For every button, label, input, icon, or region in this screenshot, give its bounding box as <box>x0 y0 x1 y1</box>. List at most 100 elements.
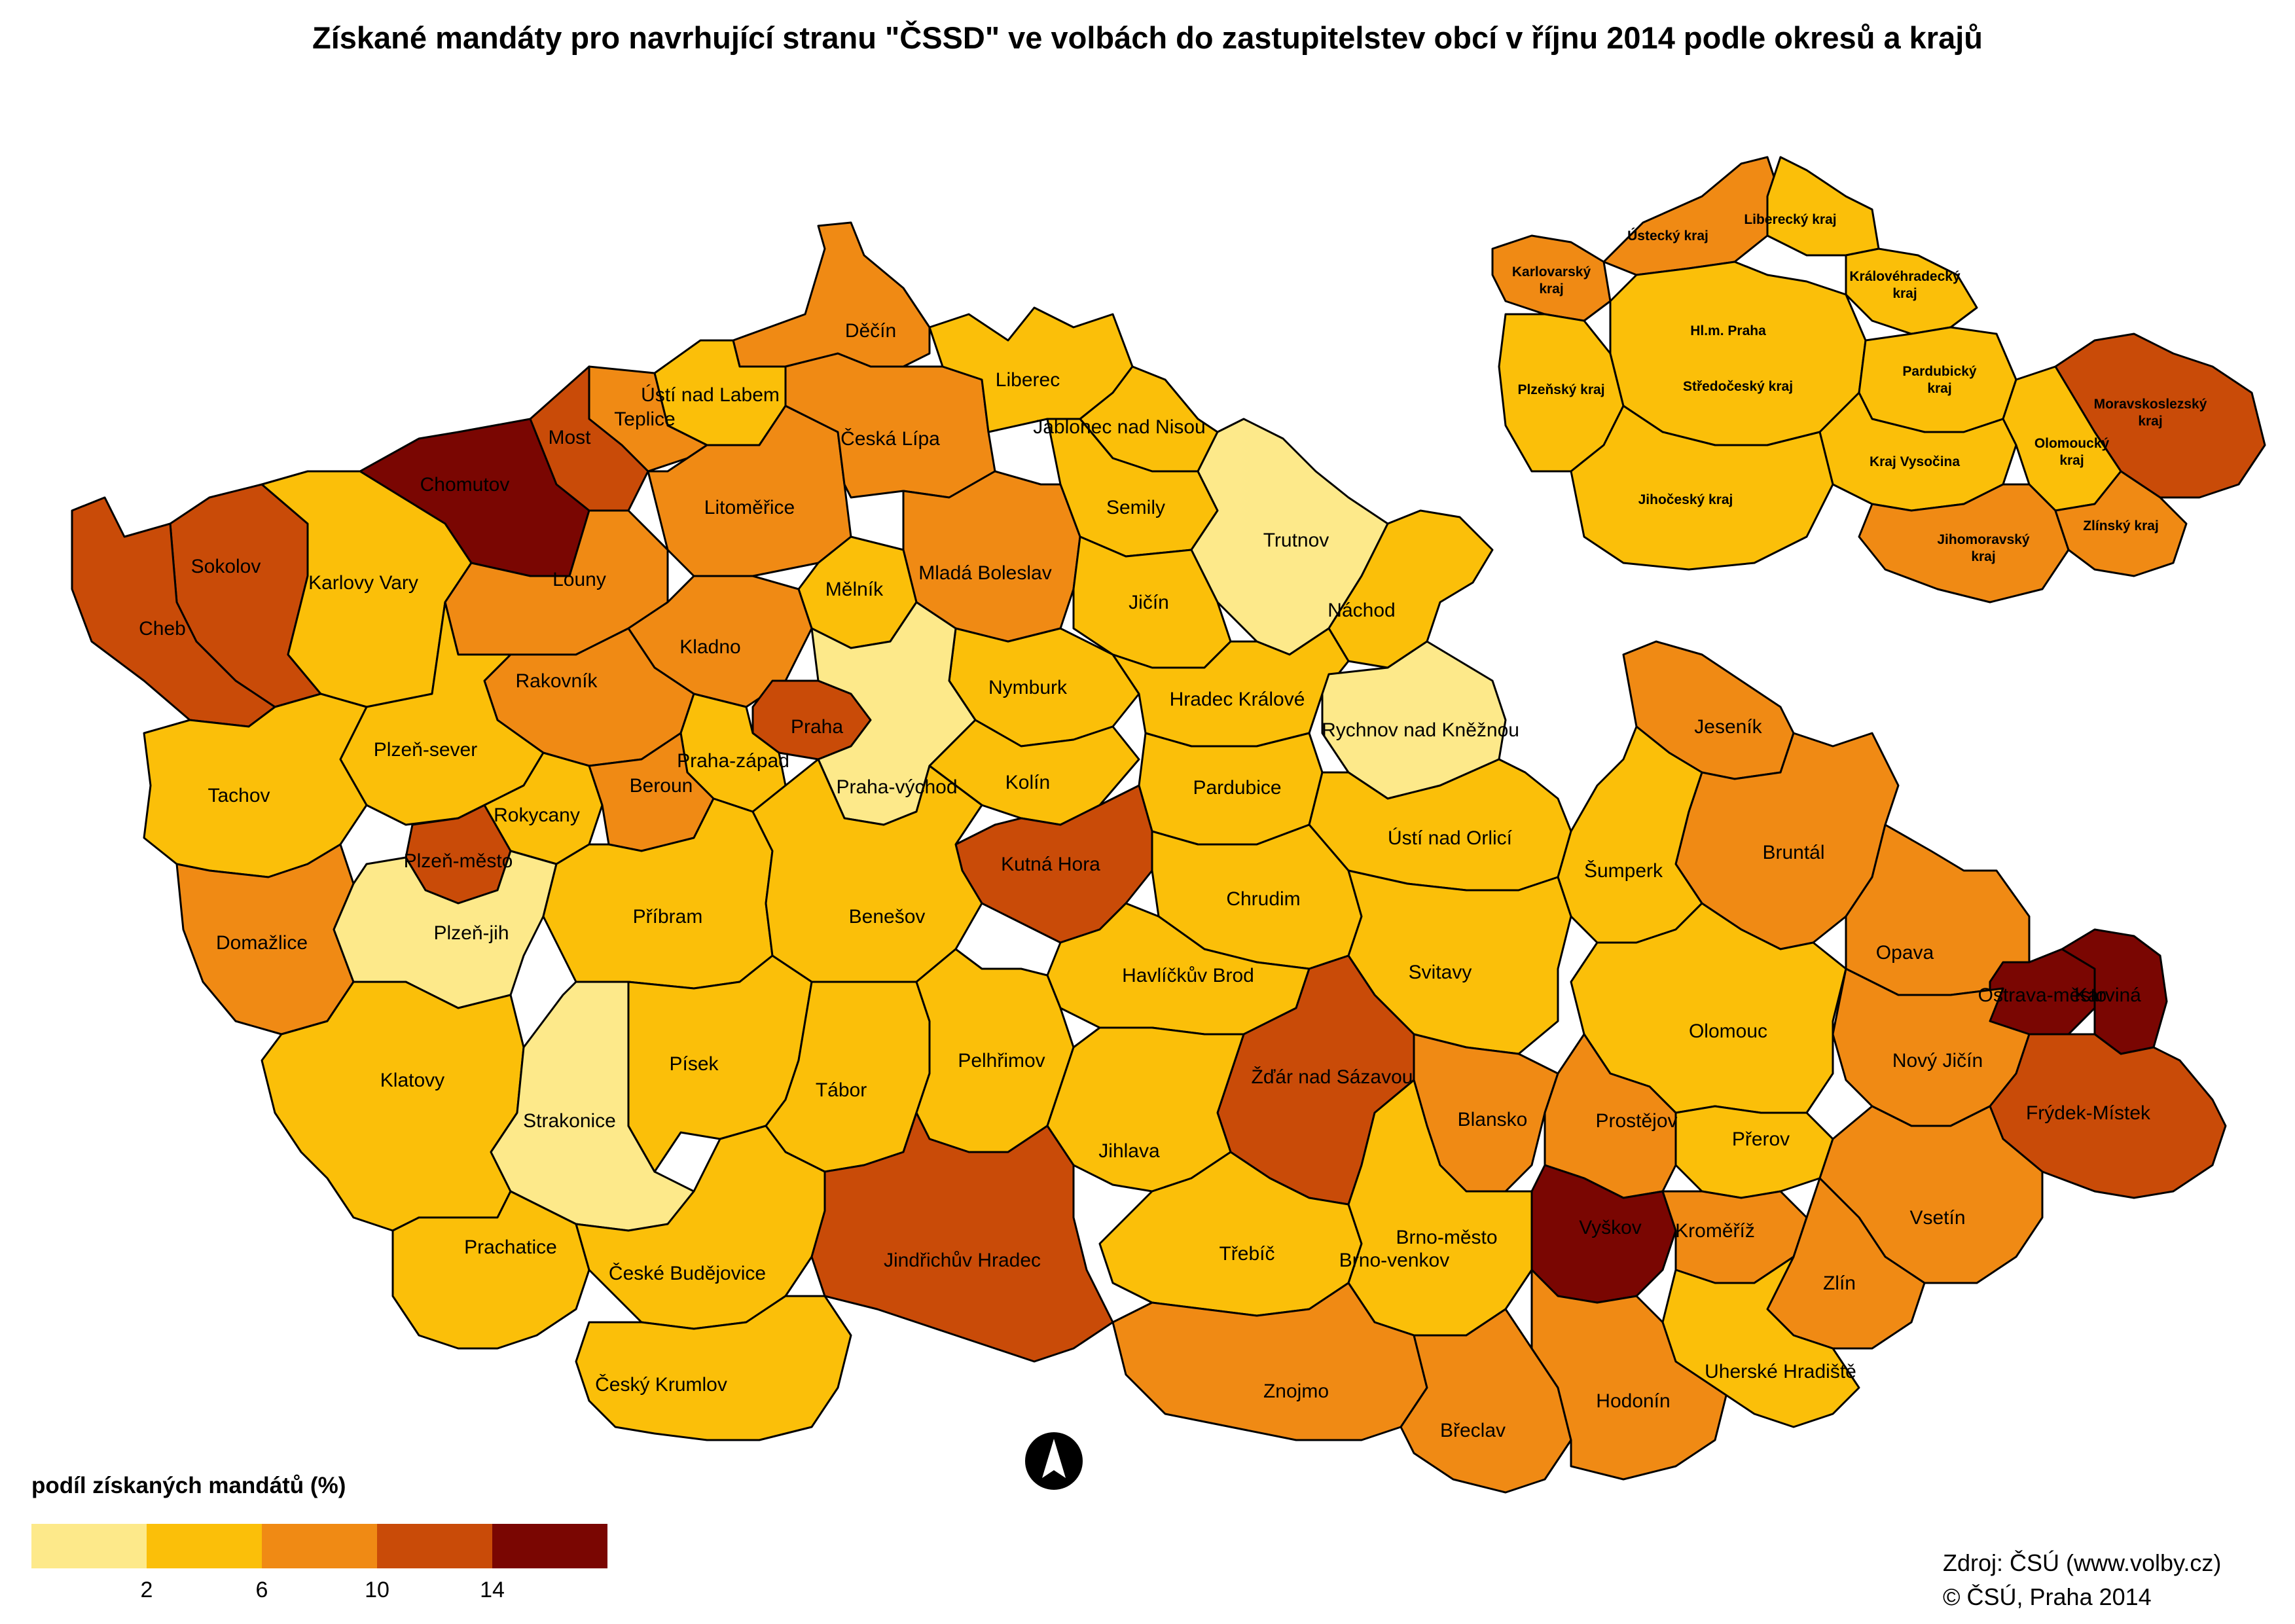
district-label: Karlovy Vary <box>308 572 418 594</box>
district-label: Prostějov <box>1595 1110 1677 1132</box>
district-label: Sokolov <box>191 556 261 577</box>
districts-layer <box>71 221 2227 1494</box>
region-karlovarsky-kraj <box>1491 234 1612 322</box>
district-label: Beroun <box>630 775 693 797</box>
district-label: Svitavy <box>1409 962 1472 983</box>
district-breclav <box>1400 1308 1572 1494</box>
district-label: Nový Jičín <box>1892 1050 1983 1072</box>
district-label: Ostrava-město <box>1978 984 2107 1006</box>
region-label: Karlovarský kraj <box>1512 264 1591 297</box>
district-prerov <box>1674 1105 1834 1199</box>
region-label: Kraj Vysočina <box>1870 454 1960 469</box>
district-label: Kolín <box>1005 772 1050 793</box>
region-label: Královéhradecký kraj <box>1849 269 1961 301</box>
district-label: Pardubice <box>1193 777 1281 799</box>
district-label: Chomutov <box>420 474 510 496</box>
region-label: Olomoucký kraj <box>2034 436 2110 468</box>
district-label: Mělník <box>825 579 884 600</box>
district-label: Plzeň-jih <box>433 922 509 944</box>
district-label: Brno-venkov <box>1339 1250 1449 1271</box>
district-label: Ústí nad Labem <box>641 384 780 406</box>
district-label: Trutnov <box>1263 530 1329 551</box>
district-label: Hradec Králové <box>1170 689 1305 710</box>
district-label: Děčín <box>845 320 896 342</box>
region-kralovehradecky-kraj <box>1845 247 1978 335</box>
legend-class-4 <box>377 1524 492 1568</box>
region-label: Ústecký kraj <box>1627 228 1708 244</box>
legend-class-3 <box>262 1524 377 1568</box>
district-label: Česká Lípa <box>840 427 940 450</box>
district-label: Pelhřimov <box>958 1050 1045 1072</box>
district-label: Liberec <box>996 369 1060 391</box>
regions-inset-layer <box>1491 156 2266 604</box>
map-title: Získané mandáty pro navrhující stranu "Č… <box>312 20 1983 55</box>
district-label: Domažlice <box>216 932 308 954</box>
district-label: Vsetín <box>1909 1207 1965 1229</box>
district-jihlava <box>1046 1026 1245 1193</box>
legend-tick: 14 <box>480 1578 505 1602</box>
region-label: Jihomoravský kraj <box>1937 532 2030 564</box>
region-pardubicky-kraj <box>1858 326 2017 433</box>
district-label: Teplice <box>614 408 675 430</box>
legend-tick: 10 <box>365 1578 389 1602</box>
district-decin <box>732 221 931 368</box>
district-label: Chrudim <box>1226 888 1300 910</box>
district-label: Klatovy <box>380 1070 444 1091</box>
district-label: Blansko <box>1458 1109 1528 1130</box>
district-label: České Budějovice <box>609 1262 766 1284</box>
legend-class-1 <box>31 1524 147 1568</box>
district-label: Český Krumlov <box>595 1373 727 1396</box>
region-label: Jihočeský kraj <box>1638 492 1733 507</box>
district-label: Semily <box>1106 497 1165 518</box>
region-stredocesky-kraj <box>1609 261 1867 446</box>
district-label: Jičín <box>1129 592 1169 613</box>
district-label: Rakovník <box>515 670 598 692</box>
district-label: Náchod <box>1328 600 1395 621</box>
district-label: Opava <box>1876 942 1934 964</box>
source-line: Zdroj: ČSÚ (www.volby.cz) <box>1943 1549 2222 1576</box>
district-label: Strakonice <box>523 1110 616 1132</box>
district-label: Břeclav <box>1440 1420 1506 1441</box>
district-label: Prachatice <box>464 1236 557 1258</box>
district-label: Cheb <box>139 618 186 640</box>
region-label: Liberecký kraj <box>1744 212 1836 227</box>
district-label: Rokycany <box>494 804 580 826</box>
district-jindrichuv-hradec <box>810 1111 1114 1363</box>
district-label: Písek <box>669 1053 719 1075</box>
regions-inset-labels: Ústecký kraj Liberecký kraj Karlovarský kra… <box>1512 212 2207 564</box>
district-label: Benešov <box>849 906 926 928</box>
region-label: Zlínský kraj <box>2083 518 2159 533</box>
legend-title: podíl získaných mandátů (%) <box>31 1473 346 1498</box>
district-label: Plzeň-město <box>404 850 513 872</box>
district-label: Kutná Hora <box>1001 854 1100 875</box>
district-label: Tachov <box>208 785 270 806</box>
district-label: Tábor <box>816 1079 867 1101</box>
district-label: Vyškov <box>1579 1217 1642 1238</box>
district-label: Louny <box>552 569 606 590</box>
legend-tick: 2 <box>140 1578 153 1602</box>
district-label: Jindřichův Hradec <box>884 1250 1041 1271</box>
district-label: Bruntál <box>1762 842 1824 863</box>
district-label: Žďár nad Sázavou <box>1252 1066 1413 1088</box>
district-label: Kladno <box>679 636 740 658</box>
district-uherske-hradiste <box>1661 1255 1860 1428</box>
district-label: Ústí nad Orlicí <box>1388 827 1513 849</box>
legend-tick: 6 <box>255 1578 268 1602</box>
district-label: Plzeň-sever <box>374 739 477 761</box>
district-label: Znojmo <box>1263 1380 1329 1402</box>
district-tachov <box>143 693 368 878</box>
district-label: Jihlava <box>1098 1140 1160 1162</box>
region-label: Středočeský kraj <box>1683 379 1793 394</box>
legend-class-2 <box>147 1524 262 1568</box>
district-label: Zlín <box>1823 1272 1856 1294</box>
district-label: Praha-východ <box>836 776 957 798</box>
legend-class-5 <box>492 1524 607 1568</box>
district-label: Třebíč <box>1219 1243 1274 1265</box>
district-sumperk <box>1557 725 1703 944</box>
district-label: Olomouc <box>1689 1020 1767 1042</box>
district-label: Mladá Boleslav <box>918 562 1051 584</box>
legend-bar <box>31 1524 607 1568</box>
district-label: Frýdek-Místek <box>2026 1102 2151 1124</box>
